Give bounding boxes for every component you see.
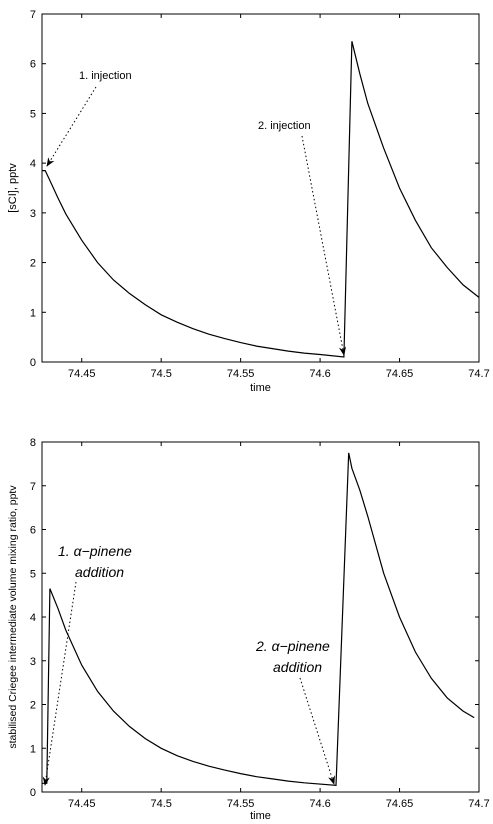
top-y-tick-label: 3: [30, 208, 36, 220]
top-y-tick-label: 0: [30, 357, 36, 369]
top-x-axis-label: time: [250, 382, 271, 394]
top-x-tick-label: 74.45: [68, 368, 96, 380]
top-y-axis-label: [sCI], pptv: [7, 163, 19, 213]
bottom-y-tick-label: 2: [30, 700, 36, 712]
top-annotation-2-text: 2. injection: [258, 120, 311, 132]
bottom-annotation-2-line1: 2. α−pinene: [255, 638, 330, 654]
top-annotation-2-arrow: [301, 135, 347, 356]
bottom-plot-frame: [41, 441, 480, 793]
top-x-tick-label: 74.6: [309, 368, 330, 380]
bottom-y-axis-label: stabilised Criegee intermediate volume m…: [7, 485, 19, 749]
top-y-tick-label: 2: [30, 258, 36, 270]
bottom-x-tick-label: 74.7: [468, 798, 489, 810]
bottom-x-ticks: 74.45 74.5 74.55 74.6 74.65 74.7: [68, 442, 490, 810]
top-y-tick-label: 6: [30, 59, 36, 71]
top-plot-frame: [41, 13, 480, 363]
bottom-y-tick-label: 1: [30, 743, 36, 755]
top-x-tick-label: 74.65: [386, 368, 414, 380]
bottom-y-tick-label: 5: [30, 568, 36, 580]
bottom-y-tick-label: 4: [30, 612, 36, 624]
top-y-tick-label: 5: [30, 108, 36, 120]
bottom-x-axis-label: time: [250, 810, 271, 822]
top-chart: 74.45 74.5 74.55 74.6 74.65 74.7 0 1 2 3 4 5 6 7 tim…: [7, 9, 490, 394]
bottom-x-tick-label: 74.65: [386, 798, 414, 810]
bottom-x-tick-label: 74.5: [150, 798, 171, 810]
bottom-y-tick-label: 6: [30, 525, 36, 537]
top-y-tick-label: 4: [30, 158, 36, 170]
bottom-annotation-1-line1: 1. α−pinene: [58, 543, 132, 559]
bottom-y-tick-label: 0: [30, 787, 36, 799]
bottom-x-tick-label: 74.45: [68, 798, 96, 810]
bottom-y-tick-label: 3: [30, 656, 36, 668]
top-annotation-1-arrow: [46, 86, 97, 167]
bottom-y-tick-label: 7: [30, 481, 36, 493]
top-x-ticks: 74.45 74.5 74.55 74.6 74.65 74.7: [68, 14, 490, 380]
bottom-x-tick-label: 74.55: [227, 798, 255, 810]
bottom-y-ticks: 0 1 2 3 4 5 6 7 8: [30, 437, 479, 799]
bottom-chart: 74.45 74.5 74.55 74.6 74.65 74.7 0 1 2 3 4 5 6 7 8 ti…: [7, 437, 490, 822]
bottom-x-tick-label: 74.6: [309, 798, 330, 810]
top-y-ticks: 0 1 2 3 4 5 6 7: [30, 9, 479, 369]
top-annotation-1-text: 1. injection: [79, 70, 132, 82]
bottom-series-line: [42, 452, 475, 787]
bottom-annotation-2-arrow: [299, 677, 335, 785]
top-x-tick-label: 74.7: [468, 368, 489, 380]
top-series-line: [42, 41, 480, 358]
top-y-tick-label: 7: [30, 9, 36, 21]
bottom-annotation-1-line2: addition: [75, 564, 124, 580]
bottom-annotation-2-line2: addition: [273, 659, 322, 675]
top-x-tick-label: 74.55: [227, 368, 255, 380]
top-y-tick-label: 1: [30, 307, 36, 319]
top-x-tick-label: 74.5: [150, 368, 171, 380]
bottom-y-tick-label: 8: [30, 437, 36, 449]
